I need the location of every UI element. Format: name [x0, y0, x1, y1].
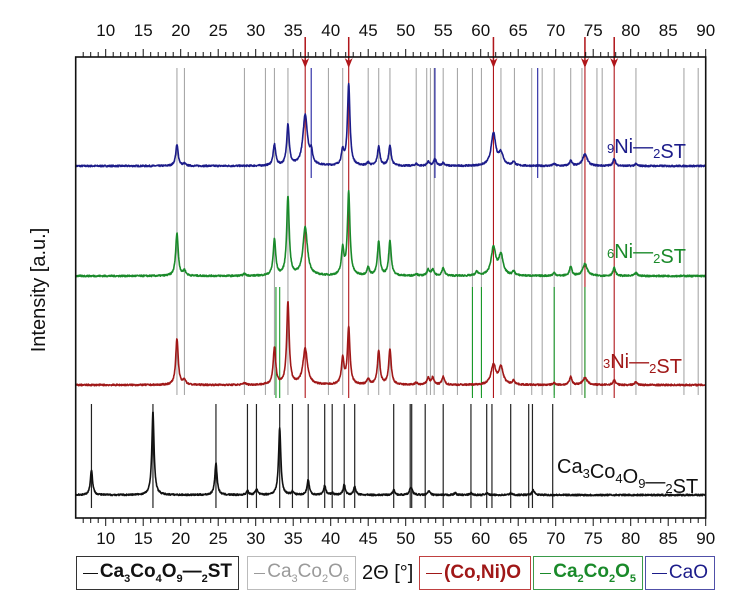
- legend-line-swatch: [426, 572, 442, 574]
- bottom-tick-label: 40: [321, 529, 340, 548]
- legend-line-swatch: [254, 572, 266, 574]
- series-label: 6Ni—2ST: [607, 241, 686, 268]
- legend-entry: Ca2Co2O5: [533, 556, 643, 590]
- reference-pattern-ca3co4o9-2st: [90, 404, 554, 508]
- x-axis-label: 2Θ [°]: [362, 562, 414, 584]
- top-tick-label: 85: [659, 21, 678, 40]
- bottom-tick-label: 15: [134, 529, 153, 548]
- bottom-tick-label: 10: [96, 529, 115, 548]
- top-tick-label: 10: [96, 21, 115, 40]
- reference-pattern-ca3co2o6: [176, 68, 699, 395]
- bottom-tick-label: 45: [359, 529, 378, 548]
- legend-line-swatch: [83, 572, 98, 574]
- legend-label: CaO: [668, 562, 708, 583]
- plot-frame: [74, 56, 707, 519]
- top-tick-label: 90: [696, 21, 715, 40]
- arrow-down-icon: [489, 58, 498, 68]
- bottom-tick-label: 80: [621, 529, 640, 548]
- reference-pattern-cao: [310, 68, 539, 178]
- legend-entry: Ca3Co4O9—2ST: [76, 556, 239, 590]
- bottom-tick-label: 30: [246, 529, 265, 548]
- bottom-tick-label: 90: [696, 529, 715, 548]
- bottom-tick-label: 25: [209, 529, 228, 548]
- top-tick-label: 40: [321, 21, 340, 40]
- series-trace-3ni-2st: [75, 300, 707, 387]
- top-tick-label: 45: [359, 21, 378, 40]
- top-tick-label: 65: [509, 21, 528, 40]
- top-tick-label: 30: [246, 21, 265, 40]
- arrow-down-icon: [610, 58, 619, 68]
- top-tick-label: 75: [584, 21, 603, 40]
- top-tick-label: 50: [396, 21, 415, 40]
- series-label: 9Ni—2ST: [607, 136, 686, 163]
- series-label: 3Ni—2ST: [603, 351, 682, 378]
- arrow-down-icon: [301, 58, 310, 68]
- legend-line-swatch: [540, 572, 552, 574]
- legend-label: Ca3Co2O6: [267, 561, 349, 585]
- bottom-tick-label: 60: [471, 529, 490, 548]
- series-trace-9ni-2st: [74, 82, 707, 168]
- top-tick-label: 70: [546, 21, 565, 40]
- bottom-tick-label: 75: [584, 529, 603, 548]
- bottom-tick-label: 50: [396, 529, 415, 548]
- top-tick-label: 60: [471, 21, 490, 40]
- bottom-tick-label: 55: [434, 529, 453, 548]
- bottom-tick-label: 70: [546, 529, 565, 548]
- legend-entry: Ca3Co2O6: [247, 556, 356, 590]
- top-tick-label: 25: [209, 21, 228, 40]
- legend-label: (Co,Ni)O: [444, 562, 522, 583]
- top-tick-label: 15: [134, 21, 153, 40]
- bottom-tick-label: 20: [171, 529, 190, 548]
- legend-entry: (Co,Ni)O: [419, 556, 531, 590]
- series-trace-6ni-2st: [74, 189, 707, 278]
- y-axis-label: Intensity [a.u.]: [28, 228, 50, 353]
- legend-label: Ca3Co4O9—2ST: [99, 561, 232, 585]
- bottom-tick-label: 35: [284, 529, 303, 548]
- bottom-tick-label: 85: [659, 529, 678, 548]
- series-trace-ca3co4o9-2st: [75, 411, 707, 497]
- top-tick-label: 20: [171, 21, 190, 40]
- reference-pattern--co-ni-o: [304, 38, 615, 398]
- legend-entry: CaO: [645, 556, 715, 590]
- top-tick-label: 55: [434, 21, 453, 40]
- series-label: Ca3Co4O9—2ST: [557, 456, 698, 498]
- top-tick-label: 80: [621, 21, 640, 40]
- bottom-tick-label: 65: [509, 529, 528, 548]
- legend-label: Ca2Co2O5: [553, 561, 636, 585]
- top-tick-label: 35: [284, 21, 303, 40]
- arrow-down-icon: [344, 58, 353, 68]
- arrow-down-icon: [580, 58, 589, 68]
- legend-line-swatch: [652, 572, 667, 574]
